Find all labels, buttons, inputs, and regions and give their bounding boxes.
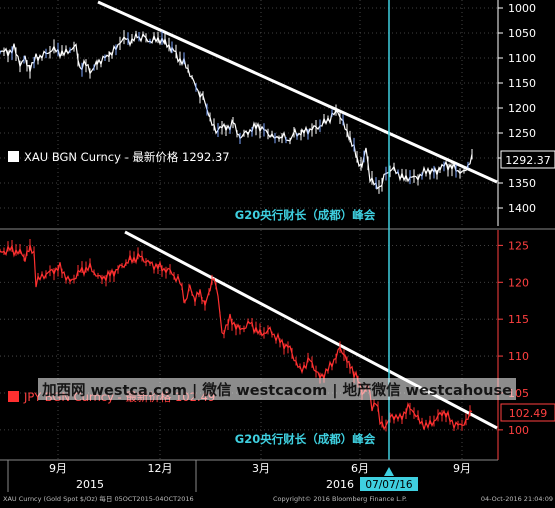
x-tick-label: 6月: [351, 462, 369, 475]
yen-legend-swatch: [8, 391, 19, 402]
gold-price-series: [0, 30, 473, 194]
x-tick-label: 3月: [252, 462, 270, 475]
gold-grid: [0, 0, 498, 226]
x-tick-label: 9月: [49, 462, 67, 475]
y-tick-label: 120: [508, 276, 529, 289]
highlight-date-box: [360, 477, 418, 491]
gold-trendline: [97, 0, 498, 184]
y-tick-label: 1150: [508, 77, 536, 90]
gold-legend-swatch: [8, 151, 19, 162]
y-tick-label: 1400: [508, 202, 536, 215]
y-tick-label: 1350: [508, 177, 536, 190]
yen-last-price-tag: 102.49: [500, 403, 555, 422]
yen-event-label: G20央行财长（成都）峰会: [235, 432, 376, 446]
y-tick-label: 1050: [508, 27, 536, 40]
watermark-band: [38, 378, 516, 400]
y-tick-label: 1000: [508, 2, 536, 15]
gold-last-price-label: 1292.37: [505, 154, 551, 167]
y-tick-label: 115: [508, 313, 529, 326]
year-label-2016: 2016: [326, 478, 354, 491]
gold-last-price-tag: 1292.37: [500, 150, 555, 169]
y-tick-label: 100: [508, 424, 529, 437]
trendline: [97, 0, 498, 184]
yen-price-series: [0, 239, 473, 432]
gold-last-price-box: [500, 150, 555, 169]
watermark-text: 加西网 westca.com | 微信 westcacom | 地产微信 wes…: [41, 381, 512, 399]
footer-left: XAU Curncy (Gold Spot $/Oz) 每日 05OCT2015…: [3, 494, 194, 503]
x-axis: 9月 12月 3月 6月 9月 2015 2016 07/07/16: [0, 459, 498, 492]
highlight-date-label: 07/07/16: [365, 479, 412, 491]
yen-last-price-label: 102.49: [509, 407, 548, 420]
x-tick-label: 12月: [148, 462, 173, 475]
y-tick-label: 110: [508, 350, 529, 363]
year-label-2015: 2015: [76, 478, 104, 491]
footer-timestamp: 04-Oct-2016 21:04:09: [481, 495, 553, 503]
x-tick-label: 9月: [453, 462, 471, 475]
gold-legend-text: XAU BGN Curncy - 最新价格 1292.37: [24, 150, 230, 164]
y-tick-label: 125: [508, 239, 529, 252]
y-tick-label: 1250: [508, 127, 536, 140]
footer-copyright: Copyright© 2016 Bloomberg Finance L.P.: [273, 495, 407, 503]
y-tick-label: 1100: [508, 52, 536, 65]
gold-event-label: G20央行财长（成都）峰会: [235, 208, 376, 222]
event-marker-triangle: [384, 467, 394, 476]
footer: XAU Curncy (Gold Spot $/Oz) 每日 05OCT2015…: [3, 494, 553, 503]
y-tick-label: 1200: [508, 102, 536, 115]
gold-panel: 100010501100115012001250130013501400 XAU…: [0, 0, 555, 226]
gold-legend: XAU BGN Curncy - 最新价格 1292.37: [8, 150, 230, 164]
yen-last-price-box: [500, 403, 555, 422]
